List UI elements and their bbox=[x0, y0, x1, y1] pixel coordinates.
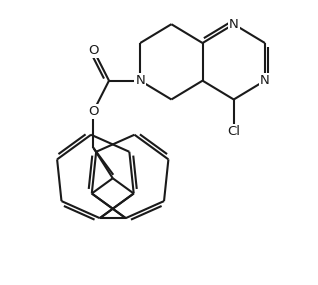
Text: Cl: Cl bbox=[227, 125, 240, 138]
Text: N: N bbox=[135, 74, 145, 87]
Text: O: O bbox=[88, 105, 99, 118]
Text: O: O bbox=[88, 44, 99, 56]
Text: N: N bbox=[229, 18, 238, 31]
Text: N: N bbox=[260, 74, 270, 87]
